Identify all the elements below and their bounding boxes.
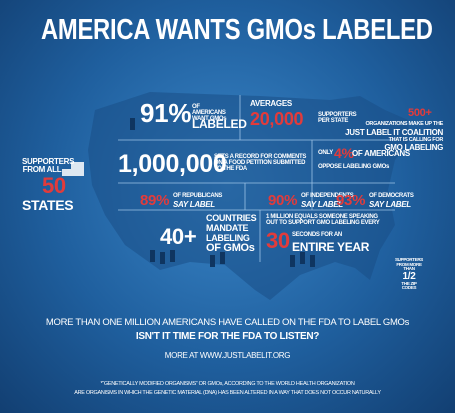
averages-number: 20,000	[250, 109, 304, 129]
zip-number: 1/2	[402, 270, 416, 282]
party-number: 89%	[140, 192, 170, 209]
title: AMERICA WANTS GMOs LABELED	[40, 14, 433, 46]
states-lead: SUPPORTERS FROM ALL	[22, 157, 75, 174]
oppose-text: OF AMERICANS	[352, 149, 410, 158]
party-label: SAY LABEL	[301, 200, 343, 209]
zip-line: SUPPORTERS	[394, 257, 423, 262]
dividers	[118, 95, 395, 262]
party-number: 93%	[336, 192, 366, 209]
seconds-text: 1 MILLION EQUALS SOMEONE SPEAKING OUT TO…	[266, 214, 380, 226]
seconds-lead: SECONDS FOR AN	[292, 232, 342, 238]
footer-url: MORE AT WWW.JUSTLABELIT.ORG	[164, 351, 291, 360]
party-text: OF REPUBLICANS	[173, 193, 223, 199]
comments-number: 1,000,000	[118, 150, 227, 178]
countries-label: OF GMOs	[206, 242, 255, 254]
coalition-line: JUST LABEL IT COALITION	[345, 127, 443, 137]
states-label: STATES	[22, 197, 74, 213]
oppose-lead: ONLY	[318, 150, 333, 156]
countries-line: COUNTRIES	[206, 213, 257, 223]
party-number: 90%	[268, 192, 298, 209]
oppose-label: OPPOSE LABELING GMOs	[318, 164, 390, 170]
party-label: SAY LABEL	[173, 200, 215, 209]
countries-number: 40+	[160, 224, 197, 249]
coalition-text: ORGANIZATIONS MAKE UP THE JUST LABEL IT C…	[345, 121, 443, 152]
coalition-line: GMO LABELING	[384, 143, 443, 152]
party-text: OF DEMOCRATS	[369, 193, 414, 199]
averages-lead: AVERAGES	[250, 99, 292, 108]
zip-line: THAN	[403, 266, 415, 271]
coalition-line: THAT IS CALLING FOR	[388, 136, 444, 143]
flag-canton	[62, 162, 71, 169]
zip-line: FROM MORE	[396, 261, 422, 267]
americans-number: 91%	[140, 98, 192, 128]
states-number: 50	[42, 173, 66, 198]
footer-line1: MORE THAN ONE MILLION AMERICANS HAVE CAL…	[45, 317, 410, 328]
zip-text: SUPPORTERS FROM MORE THAN 1/2 THE ZIP CODES	[394, 257, 424, 291]
people-icons	[130, 118, 315, 267]
us-map	[88, 92, 410, 300]
americans-label: LABELED	[192, 117, 247, 131]
footer-note2: ARE ORGANISMS IN WHICH THE GENETIC MATER…	[74, 390, 381, 396]
footer-line2: ISN'T IT TIME FOR THE FDA TO LISTEN?	[135, 331, 320, 342]
countries-line: LABELING	[206, 233, 250, 243]
seconds-number: 30	[266, 228, 290, 253]
averages-text: SUPPORTERS PER STATE	[318, 112, 357, 124]
americans-text: OF AMERICANS WANT GMOs	[192, 104, 227, 122]
countries-line: MANDATE	[206, 223, 249, 233]
countries-text: COUNTRIES MANDATE LABELING	[206, 213, 257, 244]
seconds-label: ENTIRE YEAR	[292, 240, 370, 254]
party-text: OF INDEPENDENTS	[301, 193, 354, 199]
zip-label: THE ZIP CODES	[401, 280, 417, 290]
party-label: SAY LABEL	[369, 200, 411, 209]
coalition-number: 500+	[408, 107, 432, 119]
oppose-number: 4%	[334, 145, 354, 161]
coalition-line: ORGANIZATIONS MAKE UP THE	[365, 121, 443, 127]
footer-note1: *“GENETICALLY MODIFIED ORGANISMS” OR GMO…	[100, 381, 355, 387]
comments-text: SETS A RECORD FOR COMMENTS ON A FOOD PET…	[214, 154, 307, 172]
